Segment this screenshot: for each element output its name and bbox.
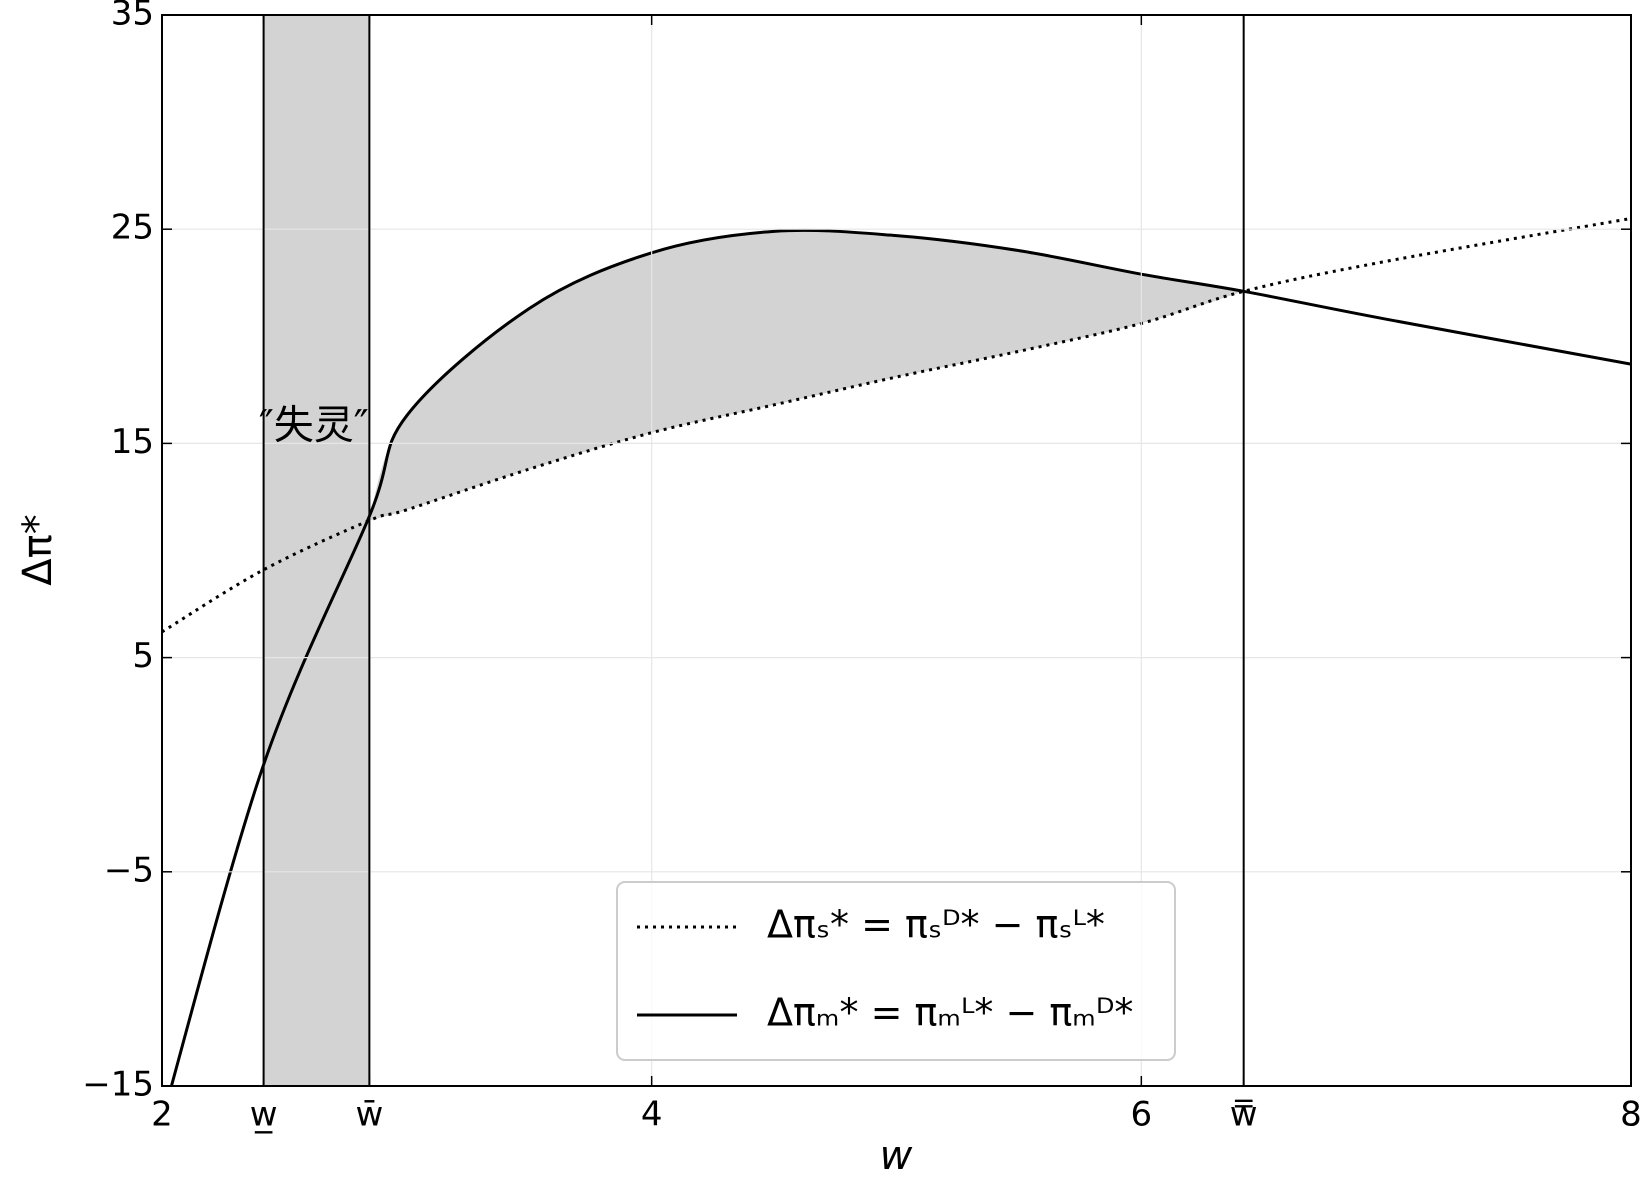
legend: Δπₛ* = πₛᴰ* − πₛᴸ* Δπₘ* = πₘᴸ* − πₘᴰ* <box>616 881 1176 1061</box>
legend-label: Δπₘ* = πₘᴸ* − πₘᴰ* <box>767 991 1133 1035</box>
plot-frame <box>161 14 1632 1087</box>
shaded-band <box>263 15 370 1086</box>
x-tick-label: w̲ <box>250 1095 278 1135</box>
x-tick-label: 2 <box>151 1095 173 1135</box>
series-line <box>169 228 1631 1086</box>
y-tick-label: 35 <box>111 0 154 34</box>
x-tick-label: 4 <box>641 1095 663 1135</box>
y-axis-label: Δπ* <box>15 514 61 585</box>
x-tick-label: 8 <box>1620 1095 1641 1135</box>
legend-label: Δπₛ* = πₛᴰ* − πₛᴸ* <box>767 903 1105 947</box>
y-tick-label: −15 <box>82 1065 154 1105</box>
annotation: ″失灵″ <box>259 402 369 448</box>
x-tick-label: w̄ <box>355 1095 383 1135</box>
legend-box <box>616 881 1176 1061</box>
plot-area <box>162 15 1631 1086</box>
x-tick-label: w̿ <box>1230 1095 1258 1135</box>
y-tick-label: 25 <box>111 208 154 248</box>
shaded-region <box>369 230 1244 521</box>
series-line <box>162 217 1631 634</box>
y-tick-label: 15 <box>111 422 154 462</box>
y-tick-label: 5 <box>132 636 154 676</box>
y-tick-label: −5 <box>104 850 154 890</box>
x-axis-label: w <box>880 1133 913 1179</box>
x-tick-label: 6 <box>1131 1095 1153 1135</box>
